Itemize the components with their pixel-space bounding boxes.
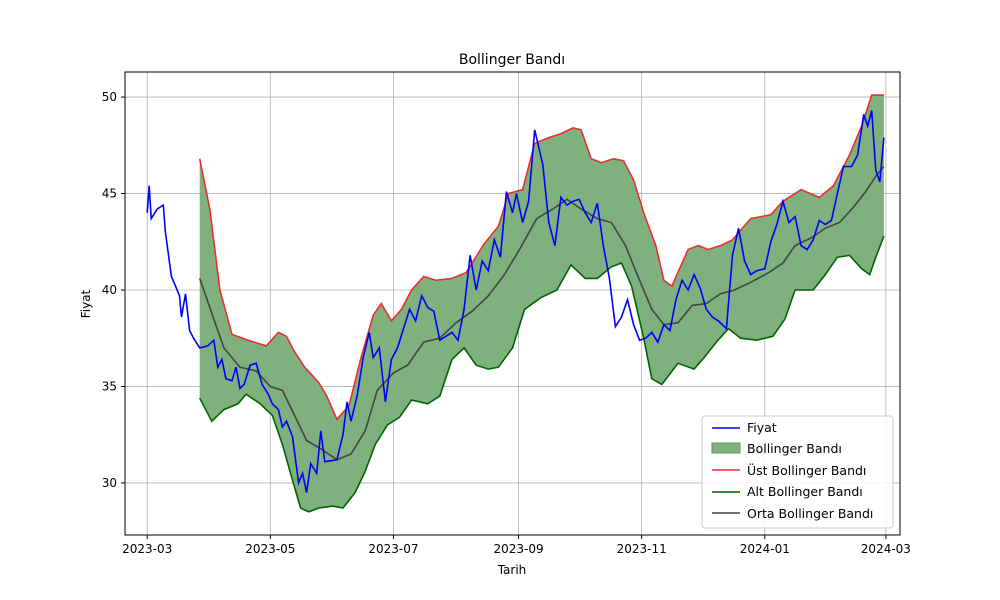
x-tick-label: 2024-03	[861, 542, 911, 556]
x-tick-label: 2024-01	[740, 542, 790, 556]
y-tick-label: 30	[102, 476, 117, 490]
y-tick-label: 40	[102, 283, 117, 297]
x-tick-label: 2023-07	[368, 542, 418, 556]
legend-label-lower: Alt Bollinger Bandı	[747, 484, 863, 499]
bollinger-band-area	[199, 95, 884, 512]
legend-swatch-band	[711, 442, 741, 454]
x-axis-label: Tarih	[497, 563, 527, 577]
x-tick-label: 2023-03	[122, 542, 172, 556]
y-tick-label: 50	[102, 90, 117, 104]
y-axis-ticks: 30 35 40 45 50	[102, 90, 125, 490]
upper-band-line	[198, 94, 884, 421]
y-axis-label: Fiyat	[79, 289, 93, 318]
x-axis-ticks: 2023-03 2023-05 2023-07 2023-09 2023-11 2024-…	[122, 535, 911, 556]
plot-frame	[124, 71, 901, 536]
legend-label-middle: Orta Bollinger Bandı	[747, 506, 873, 521]
legend-box	[701, 415, 894, 529]
y-tick-label: 45	[102, 187, 117, 201]
price-line	[146, 110, 885, 493]
legend-label-band: Bollinger Bandı	[747, 441, 842, 456]
x-tick-label: 2023-09	[493, 542, 543, 556]
y-tick-label: 35	[102, 379, 117, 393]
lower-band-line	[198, 235, 885, 513]
x-tick-label: 2023-05	[245, 542, 295, 556]
chart-title: Bollinger Bandı	[459, 52, 565, 68]
middle-band-line	[198, 165, 885, 461]
x-tick-label: 2023-11	[617, 542, 667, 556]
legend: Fiyat Bollinger Bandı Üst Bollinger Band…	[701, 415, 894, 529]
legend-label-upper: Üst Bollinger Bandı	[747, 462, 866, 478]
legend-label-price: Fiyat	[747, 420, 777, 435]
